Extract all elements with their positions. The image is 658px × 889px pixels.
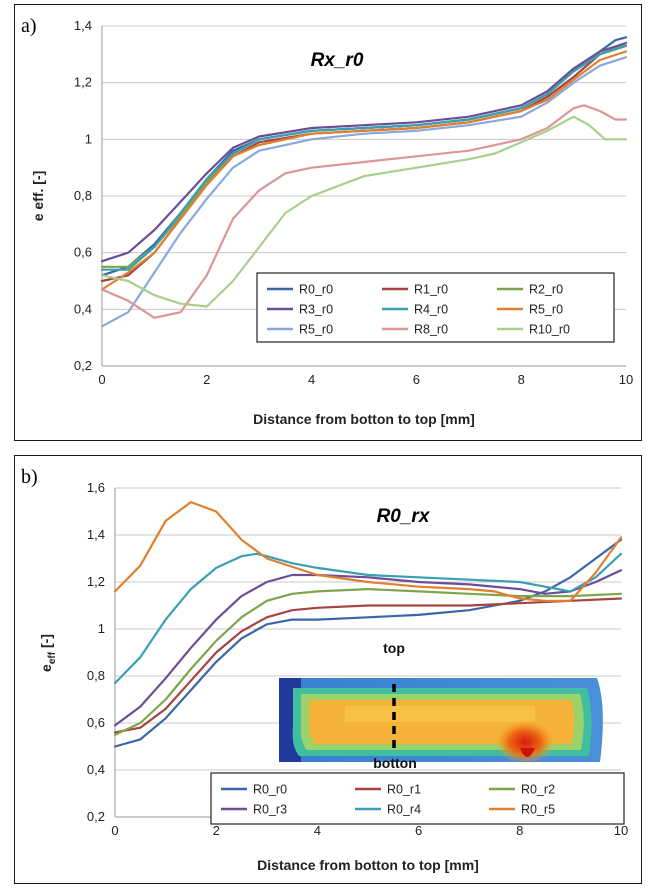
x-tick-label: 4 [314, 823, 321, 838]
x-axis-title: Distance from botton to top [mm] [257, 857, 479, 873]
legend-entry: R0_r0 [253, 783, 287, 797]
series-line-r1-r0 [100, 44, 628, 283]
panel-label-a: a) [21, 15, 37, 37]
x-tick-label: 0 [98, 372, 105, 387]
inset-label-bottom: botton [373, 755, 417, 771]
series-line-r0-r0 [113, 538, 623, 748]
legend-entry: R4_r0 [414, 303, 448, 317]
x-tick-label: 8 [516, 823, 523, 838]
y-axis-title: e eff. [-] [30, 171, 46, 222]
legend-entry: R5_r0 [299, 323, 333, 337]
x-tick-label: 0 [111, 823, 118, 838]
legend-entry: R8_r0 [414, 323, 448, 337]
y-tick-label: 0,4 [87, 762, 105, 777]
y-tick-label: 1 [98, 621, 105, 636]
y-tick-label: 1,2 [87, 574, 105, 589]
inset-label-top: top [383, 640, 405, 656]
legend-entry: R0_r1 [387, 783, 421, 797]
series-line-r5-r0 [100, 50, 628, 291]
y-tick-label: 0,8 [74, 188, 92, 203]
y-tick-label: 1 [85, 131, 92, 146]
series-line-r5-r0 [100, 56, 628, 328]
legend-entry: R0_r5 [521, 803, 555, 817]
x-tick-label: 2 [213, 823, 220, 838]
y-tick-label: 0,6 [74, 245, 92, 260]
panel-label-b: b) [21, 466, 38, 488]
y-tick-label: 0,8 [87, 668, 105, 683]
x-axis-title: Distance from botton to top [mm] [253, 411, 475, 427]
y-axis-title: eeff [-] [38, 634, 58, 672]
legend-box [210, 772, 625, 825]
legend-entry: R0_r4 [387, 803, 421, 817]
y-tick-label: 0,6 [87, 715, 105, 730]
x-tick-label: 4 [308, 372, 315, 387]
y-axis-title-main: e [38, 664, 54, 672]
inset-simulation-image: top botton [279, 640, 603, 771]
y-axis-title-unit: [-] [38, 634, 54, 652]
series-line-r0-r2 [113, 588, 623, 736]
panel-a: a) 0,2 0,4 0,6 0,8 1 1,2 1,4 0 2 4 6 8 10 Distance fr… [14, 4, 642, 441]
inset-hot-spot [495, 720, 555, 764]
series-line-r3-r0 [100, 41, 628, 263]
series-line-r0-r4 [113, 552, 623, 685]
legend-box [256, 272, 615, 343]
series-line-r4-r0 [100, 44, 628, 271]
inset-core-highlight [345, 706, 535, 722]
x-tick-label: 10 [619, 372, 633, 387]
y-axis-title-sub: eff [47, 651, 58, 664]
chart-b: 0,2 0,4 0,6 0,8 1 1,2 1,4 1,6 0 2 4 6 8 10 Distance fr… [38, 480, 628, 873]
legend-entry: R2_r0 [529, 283, 563, 297]
series-line-r10-r0 [100, 115, 628, 308]
y-tick-label: 0,2 [87, 809, 105, 824]
legend-entry: R1_r0 [414, 283, 448, 297]
y-tick-label: 0,2 [74, 358, 92, 373]
y-tick-label: 1,2 [74, 75, 92, 90]
legend-entry: R10_r0 [529, 323, 570, 337]
legend-entry: R3_r0 [299, 303, 333, 317]
y-tick-label: 1,4 [87, 527, 105, 542]
y-tick-label: 0,4 [74, 301, 92, 316]
y-tick-label: 1,6 [87, 480, 105, 495]
chart-title: R0_rx [377, 506, 431, 527]
series-line-r0-r1 [113, 597, 623, 734]
x-tick-label: 6 [413, 372, 420, 387]
series-line-r8-r0 [100, 104, 628, 319]
inset-hot-core [520, 748, 535, 757]
x-tick-label: 2 [203, 372, 210, 387]
legend-entry: R0_r3 [253, 803, 287, 817]
panel-b: b) 0,2 0,4 0,6 0,8 1 1,2 1,4 1,6 0 2 4 6 8 10 Distance… [14, 455, 642, 884]
x-tick-label: 8 [518, 372, 525, 387]
x-tick-label: 10 [614, 823, 628, 838]
chart-title: Rx_r0 [311, 50, 364, 71]
series-line-r0-r5 [113, 501, 623, 602]
series-line-r0-r0 [100, 36, 628, 277]
legend-entry: R5_r0 [529, 303, 563, 317]
legend-entry: R0_r2 [521, 783, 555, 797]
chart-a: 0,2 0,4 0,6 0,8 1 1,2 1,4 0 2 4 6 8 10 Distance from … [30, 18, 633, 427]
y-tick-label: 1,4 [74, 18, 92, 33]
x-tick-label: 6 [415, 823, 422, 838]
legend-entry: R0_r0 [299, 283, 333, 297]
